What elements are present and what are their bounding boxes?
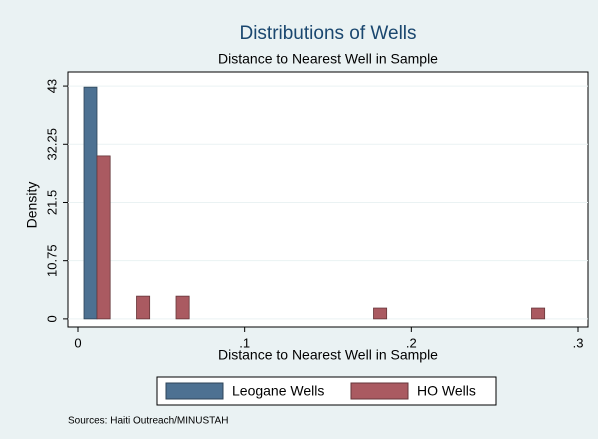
chart-subtitle: Distance to Nearest Well in Sample bbox=[218, 51, 438, 67]
histogram-bar bbox=[136, 295, 151, 320]
x-tick-label: .1 bbox=[239, 335, 250, 350]
histogram-bar bbox=[373, 307, 388, 320]
y-tick-label: 21.5 bbox=[44, 190, 59, 215]
y-tick-label: 32.25 bbox=[44, 128, 59, 161]
y-tick-label: 43 bbox=[44, 79, 59, 93]
x-tick-label: 0 bbox=[74, 335, 81, 350]
legend-swatch bbox=[165, 382, 224, 400]
legend-swatch bbox=[350, 382, 409, 400]
chart-title: Distributions of Wells bbox=[239, 23, 416, 44]
y-tick-label: 0 bbox=[44, 315, 59, 322]
histogram-bar bbox=[83, 86, 98, 320]
y-tick-label: 10.75 bbox=[44, 244, 59, 277]
legend-label: HO Wells bbox=[417, 383, 476, 399]
histogram-bar bbox=[531, 307, 546, 320]
x-axis-label: Distance to Nearest Well in Sample bbox=[218, 347, 438, 363]
legend-label: Leogane Wells bbox=[232, 383, 324, 399]
source-note: Sources: Haiti Outreach/MINUSTAH bbox=[68, 416, 228, 427]
x-tick-label: .3 bbox=[573, 335, 584, 350]
histogram-bar bbox=[175, 295, 190, 320]
y-axis-label: Density bbox=[24, 182, 40, 229]
x-tick-label: .2 bbox=[406, 335, 417, 350]
plot-area bbox=[67, 71, 589, 328]
histogram-bar bbox=[96, 155, 111, 320]
